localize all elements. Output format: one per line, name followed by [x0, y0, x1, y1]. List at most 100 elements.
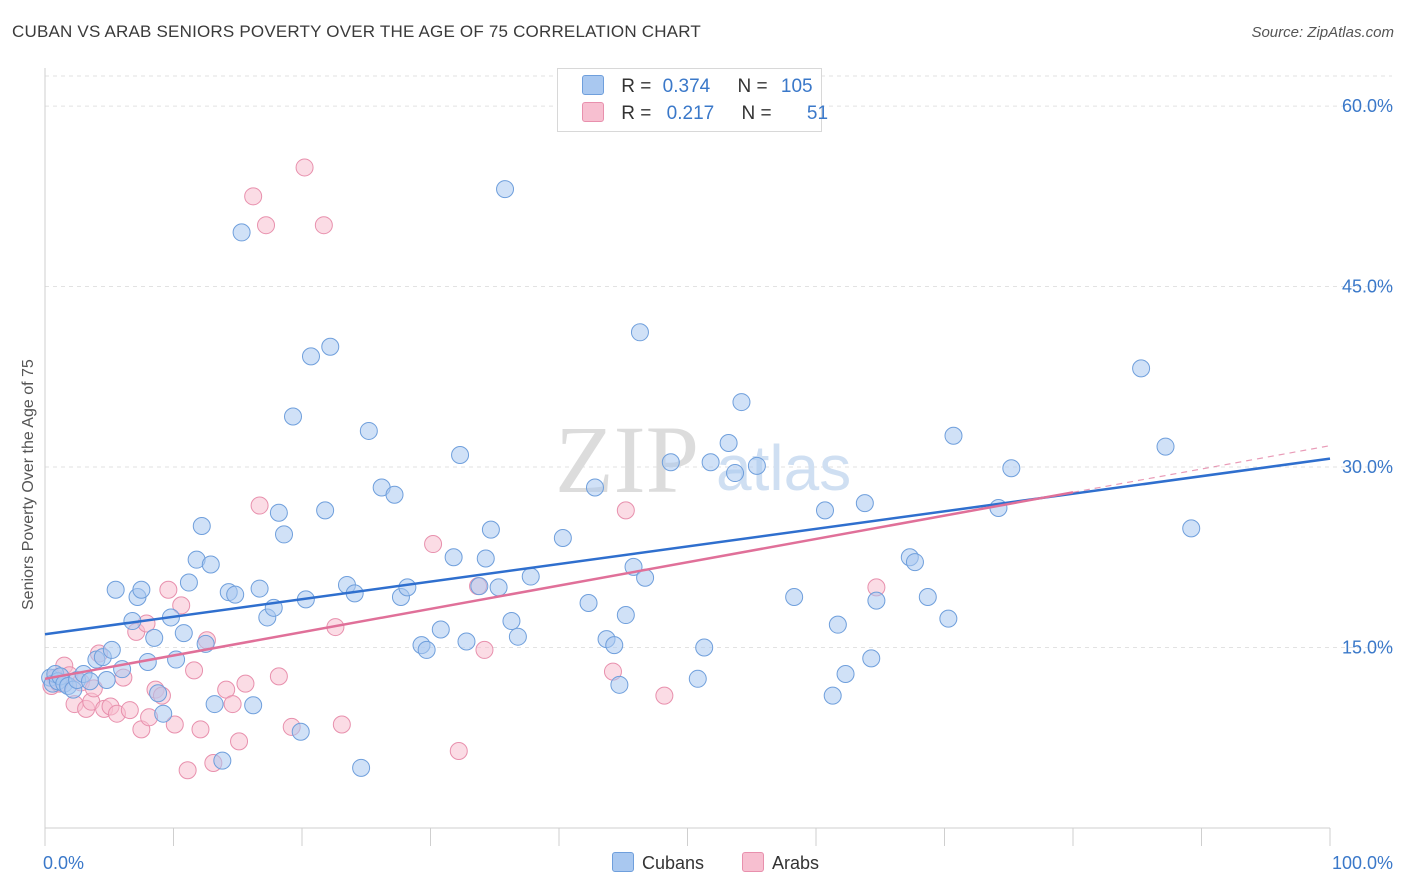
arab-point	[165, 715, 184, 734]
cuban-point	[192, 516, 211, 535]
cuban-point	[855, 494, 874, 513]
arabs-r-value: 0.217	[666, 103, 715, 124]
cubans-legend-label: Cubans	[642, 853, 705, 873]
cuban-point	[232, 223, 251, 242]
cuban-point	[553, 529, 572, 548]
arabs-legend-label: Arabs	[772, 853, 820, 873]
cubans-n-label: N =	[737, 76, 768, 97]
cubans-swatch	[582, 75, 604, 95]
cuban-point	[154, 704, 173, 723]
cuban-point	[174, 624, 193, 643]
cuban-point	[815, 501, 834, 520]
cuban-point	[489, 578, 508, 597]
cuban-point	[732, 393, 751, 412]
cuban-point	[301, 347, 320, 366]
cuban-point	[944, 426, 963, 445]
cubans-points	[41, 180, 1201, 777]
legend-row-cubans: R = 0.374 N = 105	[582, 75, 813, 99]
cuban-point	[284, 407, 303, 426]
arabs-n-label: N =	[741, 103, 772, 124]
cuban-point	[444, 548, 463, 567]
arab-point	[159, 580, 178, 599]
bottom-legend-cubans: Cubans	[612, 852, 704, 874]
cuban-point	[747, 456, 766, 475]
cuban-point	[918, 587, 937, 606]
cuban-point	[106, 580, 125, 599]
cubans-n-value: 105	[780, 76, 813, 97]
cuban-point	[905, 553, 924, 572]
arab-point	[314, 216, 333, 235]
cuban-point	[701, 453, 720, 472]
cuban-point	[250, 579, 269, 598]
bottom-legend-arabs: Arabs	[742, 852, 819, 874]
cuban-point	[431, 620, 450, 639]
cuban-point	[695, 638, 714, 657]
cuban-point	[269, 503, 288, 522]
watermark: ZIP atlas	[555, 406, 851, 513]
cuban-point	[1002, 459, 1021, 478]
cuban-point	[688, 669, 707, 688]
cuban-point	[828, 615, 847, 634]
cuban-point	[585, 478, 604, 497]
cuban-point	[321, 337, 340, 356]
arab-point	[230, 732, 249, 751]
arab-point	[223, 695, 242, 714]
arab-point	[332, 715, 351, 734]
cubans-r-label: R =	[621, 76, 652, 97]
cubans-r-value: 0.374	[662, 76, 711, 97]
cuban-point	[417, 640, 436, 659]
cubans-legend-swatch	[612, 852, 634, 872]
cuban-point	[132, 580, 151, 599]
cuban-point	[244, 696, 263, 715]
cuban-point	[213, 751, 232, 770]
tick-labels: 15.0% 30.0% 45.0% 60.0% 0.0% 100.0%	[43, 96, 1393, 873]
source-label: Source: ZipAtlas.com	[1251, 24, 1394, 41]
legend-row-arabs: R = 0.217 N = 51	[582, 102, 828, 126]
arab-point	[250, 496, 269, 515]
cuban-point	[457, 632, 476, 651]
cuban-point	[1182, 519, 1201, 538]
cuban-point	[97, 671, 116, 690]
arab-point	[120, 701, 139, 720]
cuban-point	[470, 577, 489, 596]
axes	[44, 68, 1331, 846]
cuban-point	[521, 567, 540, 586]
arabs-swatch	[582, 102, 604, 122]
cuban-point	[80, 672, 99, 691]
cuban-point	[785, 587, 804, 606]
cuban-point	[476, 549, 495, 568]
grid	[45, 75, 1392, 649]
y-tick-label: 60.0%	[1342, 96, 1393, 116]
cuban-point	[836, 664, 855, 683]
arabs-legend-swatch	[742, 852, 764, 872]
cuban-point	[1156, 437, 1175, 456]
arab-point	[424, 535, 443, 554]
cuban-point	[502, 612, 521, 631]
cuban-point	[630, 323, 649, 342]
y-tick-label: 15.0%	[1342, 638, 1393, 658]
cuban-point	[291, 722, 310, 741]
cuban-point	[719, 433, 738, 452]
cuban-point	[605, 636, 624, 655]
x-tick-label: 0.0%	[43, 853, 84, 873]
arabs-trend-extension	[1072, 445, 1331, 493]
cuban-point	[385, 485, 404, 504]
arab-point	[269, 667, 288, 686]
y-tick-label: 45.0%	[1342, 277, 1393, 297]
cuban-point	[451, 446, 470, 465]
cuban-point	[179, 573, 198, 592]
cuban-point	[205, 695, 224, 714]
cuban-point	[316, 501, 335, 520]
arab-point	[616, 501, 635, 520]
x-tick-label: 100.0%	[1332, 853, 1393, 873]
cuban-point	[823, 686, 842, 705]
cuban-point	[201, 555, 220, 574]
correlation-legend: R = 0.374 N = 105 R = 0.217 N = 51	[557, 68, 828, 132]
y-axis-label: Seniors Poverty Over the Age of 75	[20, 359, 37, 610]
arab-point	[191, 720, 210, 739]
arab-point	[449, 741, 468, 760]
cuban-point	[508, 627, 527, 646]
cuban-point	[275, 525, 294, 544]
cuban-point	[359, 421, 378, 440]
